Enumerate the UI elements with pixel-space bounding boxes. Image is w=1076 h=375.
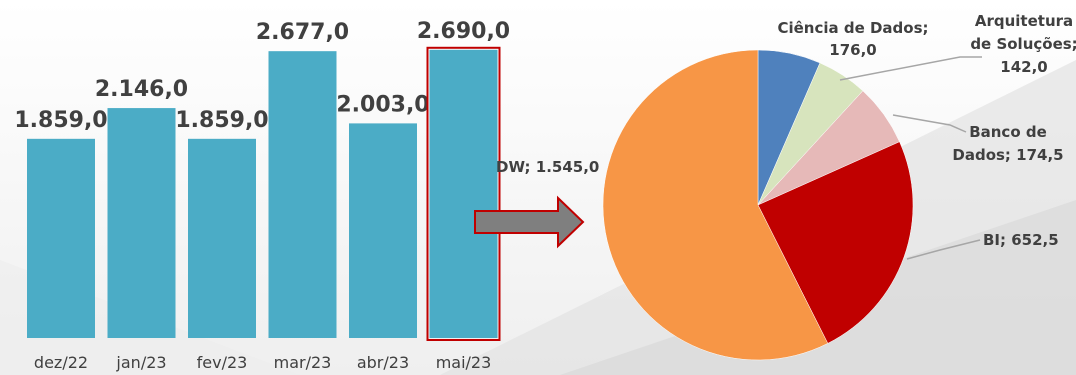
pie-data-label: Ciência de Dados; [777, 19, 928, 37]
pie-data-label: 176,0 [829, 41, 876, 59]
bar-mai-23 [429, 49, 498, 339]
bar-category-label: abr/23 [357, 353, 409, 372]
bar-category-label: jan/23 [115, 353, 166, 372]
pie-slice-dw [602, 49, 829, 361]
bar-value-label: 2.003,0 [336, 92, 429, 117]
leader-line [906, 239, 981, 260]
leader-line [892, 114, 967, 133]
bar-value-label: 2.690,0 [417, 19, 510, 44]
bar-mar-23 [268, 51, 337, 339]
monthly-bar-chart: 1.859,0 dez/22 2.146,0 jan/23 1.859,0 fev/23 2… [14, 19, 510, 372]
bar-category-label: mai/23 [436, 353, 492, 372]
bar-fev-23 [188, 138, 256, 338]
pie-data-label: Banco de [969, 123, 1047, 141]
bar-category-label: mar/23 [274, 353, 332, 372]
bar-dez-22 [27, 138, 95, 338]
bar-value-label: 2.146,0 [95, 77, 188, 102]
pie-data-label: Arquitetura [975, 12, 1073, 30]
pie-data-label: 142,0 [1000, 58, 1047, 76]
transition-arrow [474, 195, 585, 249]
pie-data-label: Dados; 174,5 [952, 146, 1063, 164]
leader-line [839, 56, 982, 81]
pie-data-label: BI; 652,5 [983, 231, 1059, 249]
pie-slice-bi [757, 141, 914, 344]
category-pie-chart: Ciência de Dados; 176,0 Arquitetura de Solu… [496, 12, 1076, 361]
bar-category-label: fev/23 [197, 353, 248, 372]
arrow-shape [474, 195, 585, 249]
bar-value-label: 1.859,0 [14, 108, 107, 133]
bar-abr-23 [349, 123, 417, 339]
bar-value-label: 2.677,0 [256, 20, 349, 45]
bar-value-label: 1.859,0 [175, 108, 268, 133]
pie-data-label: de Soluções; [970, 35, 1076, 53]
bar-category-label: dez/22 [34, 353, 88, 372]
highlight-box [426, 46, 501, 342]
pie-data-label: DW; 1.545,0 [496, 158, 599, 176]
bar-jan-23 [107, 108, 176, 338]
